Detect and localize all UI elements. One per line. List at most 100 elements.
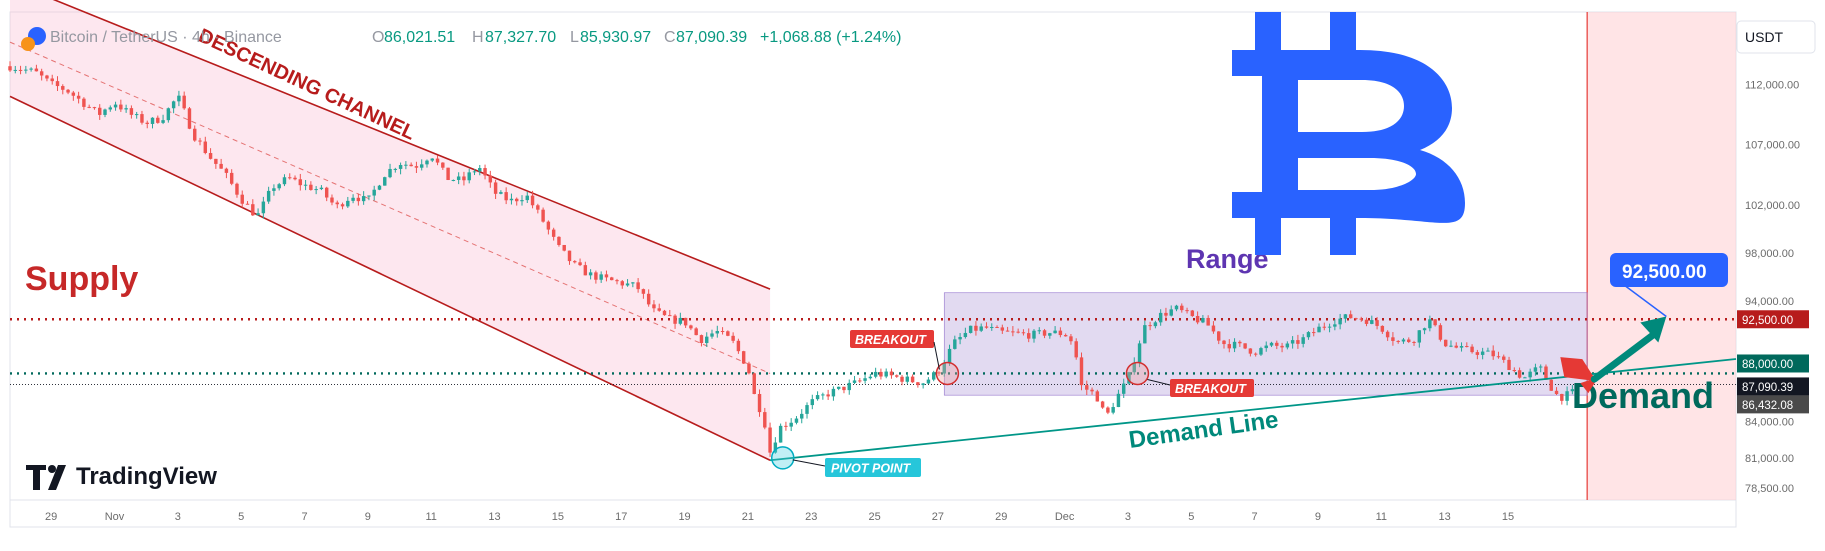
candle-body-119 — [636, 282, 640, 290]
x-tick-14: 27 — [932, 511, 944, 523]
currency-button[interactable]: USDT — [1736, 20, 1816, 54]
candle-body-138 — [736, 340, 741, 352]
candle-body-159 — [847, 382, 851, 391]
candle-body-287 — [1523, 377, 1527, 379]
candle-body-252 — [1338, 318, 1342, 325]
currency-label: USDT — [1745, 29, 1784, 45]
candle-body-280 — [1486, 350, 1490, 352]
candle-body-198 — [1053, 330, 1057, 334]
candle-body-202 — [1074, 341, 1078, 358]
price-tag-text-current: 87,090.39 — [1742, 382, 1793, 394]
candle-body-102 — [546, 221, 551, 230]
candle-body-276 — [1465, 346, 1469, 348]
tradingview-logo[interactable]: TradingView — [26, 463, 217, 490]
x-tick-5: 9 — [365, 511, 371, 523]
candle-body-292 — [1549, 379, 1553, 391]
candle-body-99 — [530, 195, 535, 206]
candle-body-110 — [588, 272, 593, 276]
candle-body-177 — [942, 363, 946, 374]
candle-body-104 — [557, 236, 561, 245]
pivot-leader — [792, 459, 826, 467]
candle-body-21 — [119, 104, 123, 110]
candle-body-221 — [1174, 305, 1179, 310]
candle-body-147 — [784, 425, 788, 427]
candle-body-176 — [937, 372, 941, 374]
candle-body-271 — [1438, 325, 1443, 340]
candle-body-55 — [298, 179, 303, 186]
candle-body-117 — [625, 283, 630, 286]
candle-body-30 — [166, 108, 171, 121]
candle-body-105 — [562, 244, 566, 251]
candle-body-85 — [456, 176, 461, 180]
candle-body-228 — [1211, 325, 1216, 332]
candle-body-90 — [483, 168, 487, 176]
candle-body-27 — [150, 117, 155, 124]
candle-body-128 — [683, 317, 688, 326]
candle-body-1 — [13, 69, 17, 71]
x-tick-12: 23 — [805, 511, 817, 523]
x-tick-19: 7 — [1252, 511, 1258, 523]
candle-body-79 — [425, 160, 429, 165]
candle-body-283 — [1502, 356, 1506, 360]
candle-body-142 — [757, 393, 762, 413]
candle-body-254 — [1348, 314, 1353, 319]
candle-body-162 — [863, 378, 867, 381]
candle-body-71 — [383, 177, 387, 186]
candle-body-20 — [113, 104, 118, 108]
candle-body-265 — [1407, 339, 1411, 343]
candle-body-106 — [567, 250, 572, 262]
open-label: O — [372, 29, 384, 46]
candle-body-256 — [1359, 318, 1363, 320]
up-arrow-head — [1640, 316, 1667, 343]
candle-body-121 — [646, 293, 651, 305]
symbol-title[interactable]: Bitcoin / TetherUS · 4h · Binance — [50, 29, 282, 46]
candle-body-295 — [1565, 391, 1569, 401]
candle-body-251 — [1333, 324, 1337, 327]
candle-body-173 — [921, 383, 925, 386]
brand-name: TradingView — [76, 463, 217, 490]
candle-body-288 — [1528, 371, 1532, 378]
candle-body-56 — [303, 184, 308, 186]
candle-body-81 — [435, 158, 440, 163]
candle-body-266 — [1412, 342, 1416, 344]
candle-body-248 — [1317, 326, 1321, 333]
price-tag-text-crosshair: 86,432.08 — [1742, 400, 1793, 412]
candle-body-108 — [578, 262, 582, 266]
candle-body-133 — [710, 333, 714, 337]
candle-body-182 — [968, 325, 973, 333]
candle-body-132 — [705, 336, 709, 344]
candle-body-151 — [805, 405, 809, 414]
candle-body-52 — [282, 177, 287, 185]
pivot-text: PIVOT POINT — [831, 462, 912, 476]
channel-lower-line — [9, 95, 771, 461]
candle-body-0 — [8, 66, 12, 71]
candle-body-25 — [140, 114, 144, 123]
x-tick-1: Nov — [105, 511, 125, 523]
candle-body-34 — [187, 108, 192, 129]
candle-body-82 — [441, 162, 445, 168]
candle-body-258 — [1370, 320, 1374, 324]
candle-body-291 — [1544, 366, 1548, 380]
candle-body-223 — [1185, 310, 1189, 312]
candle-body-163 — [868, 376, 873, 379]
candle-body-160 — [852, 380, 857, 383]
candle-body-171 — [910, 376, 915, 383]
candle-body-92 — [493, 182, 498, 194]
candle-body-23 — [129, 108, 134, 115]
candle-body-137 — [731, 335, 735, 341]
candle-body-161 — [858, 380, 862, 382]
candle-body-141 — [752, 373, 756, 394]
candle-body-135 — [720, 330, 725, 332]
candle-body-31 — [171, 101, 176, 109]
candle-body-66 — [356, 197, 361, 202]
candle-body-269 — [1428, 319, 1432, 329]
y-tick-8: 78,500.00 — [1745, 483, 1794, 495]
candle-body-60 — [324, 187, 329, 198]
breakout-leader-2 — [1147, 378, 1171, 386]
candle-body-150 — [800, 413, 804, 419]
candle-body-187 — [995, 326, 999, 328]
target-text: 92,500.00 — [1622, 262, 1707, 283]
candle-body-2 — [18, 69, 23, 71]
candle-body-15 — [87, 106, 91, 108]
